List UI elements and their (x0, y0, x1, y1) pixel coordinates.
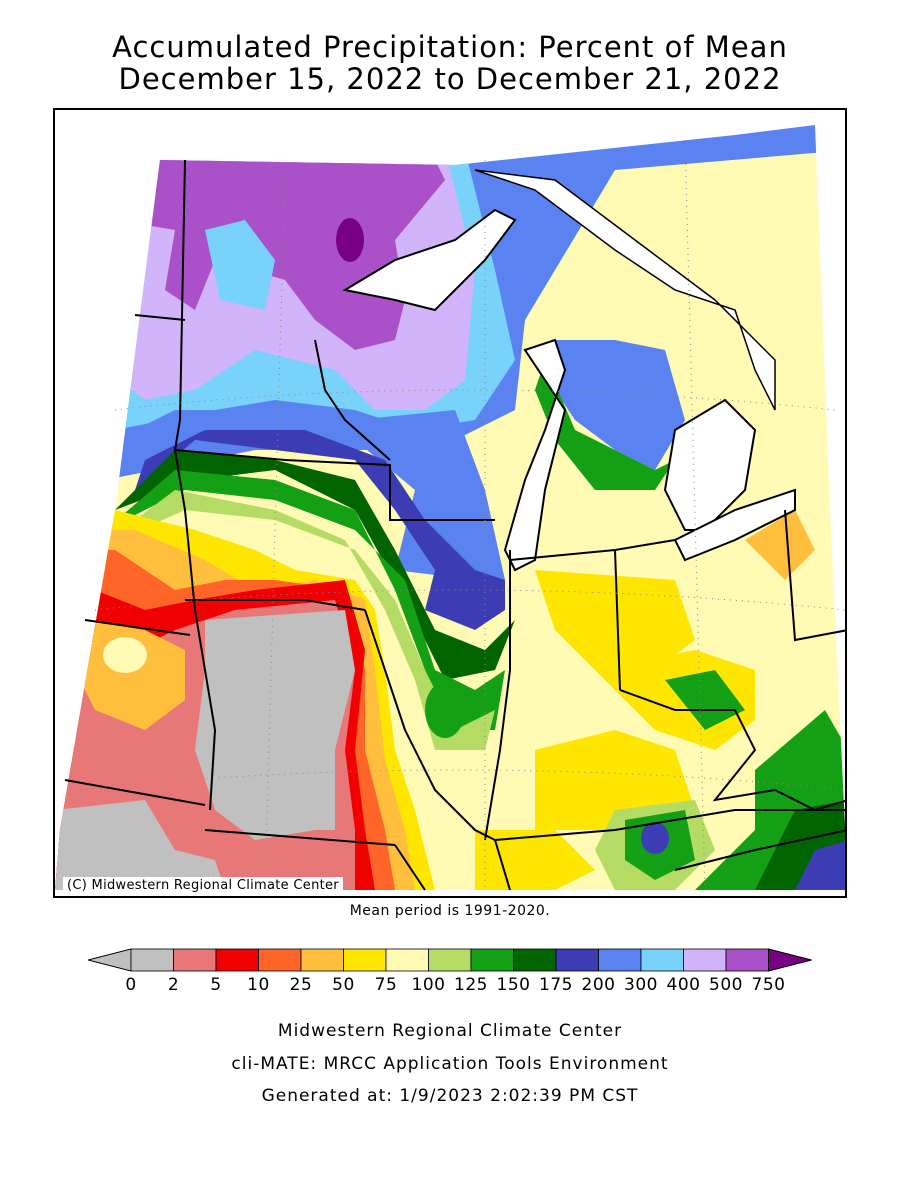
legend-label-150: 150 (496, 975, 531, 995)
border-mn-ia-wi (174, 449, 495, 521)
legend-label-0: 0 (125, 975, 137, 995)
legend-over-arrow (768, 948, 812, 972)
map-title-line-1: Accumulated Precipitation: Percent of Me… (112, 30, 788, 64)
field-400-pocket (205, 220, 275, 310)
border-ia-mo (185, 599, 366, 611)
field-300-michigan (555, 340, 685, 470)
field-50-east (745, 510, 815, 580)
legend-label-125: 125 (454, 975, 488, 995)
border-ne-sd (84, 619, 191, 636)
legend-swatch-10 (215, 948, 259, 972)
footer-tool-name: cli-MATE: MRCC Application Tools Environ… (231, 1054, 669, 1074)
field-100-west (103, 637, 147, 673)
footer-organization: Midwestern Regional Climate Center (277, 1021, 623, 1041)
color-legend (88, 948, 812, 972)
legend-label-175: 175 (539, 975, 573, 995)
legend-swatch-175 (513, 948, 557, 972)
field-50-west (75, 620, 185, 730)
border-tn-nc (674, 829, 845, 871)
legend-label-300: 300 (624, 975, 658, 995)
border-oh-pa (784, 509, 845, 642)
field-150-band (105, 470, 505, 730)
border-ky-tn (494, 809, 845, 841)
legend-label-75: 75 (374, 975, 398, 995)
field-175-band (115, 450, 515, 680)
map-title-line-2: December 15, 2022 to December 21, 2022 (118, 62, 782, 96)
legend-swatch-400 (640, 948, 684, 972)
field-0-2-central (195, 610, 355, 840)
border-ks-ok (204, 829, 396, 846)
legend-label-400: 400 (666, 975, 701, 995)
legend-swatch-75 (343, 948, 387, 972)
legend-label-200: 200 (581, 975, 616, 995)
map-canvas (55, 125, 845, 891)
state-boundaries (64, 159, 845, 891)
field-200-appalachia (795, 840, 845, 890)
border-mo-ar (394, 844, 426, 891)
border-mn-wi (314, 339, 391, 461)
legend-label-5: 5 (210, 975, 222, 995)
border-ne-ks (64, 779, 206, 806)
legend-swatch-100 (385, 948, 429, 972)
field-75-east (535, 570, 695, 670)
legend-swatch-150 (470, 948, 514, 972)
field-150-illinois (425, 682, 465, 738)
mean-period-note: Mean period is 1991-2020. (349, 903, 551, 919)
field-150-ohio (665, 670, 745, 730)
field-200-band (135, 430, 505, 630)
legend-label-100: 100 (411, 975, 446, 995)
legend-labels: 0 2 5 10 25 50 75 100 125 150 175 200 300 400 500 750 (0, 975, 900, 997)
field-300-band (115, 410, 505, 580)
border-nd-mn (174, 159, 186, 451)
legend-swatch-25 (258, 948, 302, 972)
legend-swatch-5 (173, 948, 217, 972)
legend-label-50: 50 (332, 975, 355, 995)
field-150-michigan (535, 360, 695, 490)
lake-huron (663, 398, 757, 531)
border-mo-tn (494, 839, 511, 891)
border-mississippi-river (364, 609, 496, 841)
border-nd-sd (134, 314, 186, 321)
border-il-in (484, 550, 511, 841)
legend-swatch-2 (130, 948, 174, 972)
legend-label-25: 25 (289, 975, 313, 995)
border-sd-ne-ia (174, 449, 217, 811)
map-copyright: (C) Midwestern Regional Climate Center (63, 877, 343, 894)
legend-label-2: 2 (167, 975, 180, 995)
legend-swatch-200 (555, 948, 599, 972)
legend-swatch-750 (725, 948, 769, 972)
legend-swatch-500 (683, 948, 727, 972)
legend-label-10: 10 (247, 975, 270, 995)
footer-generated-time: Generated at: 1/9/2023 2:02:39 PM CST (261, 1086, 639, 1106)
border-ohio-river (619, 689, 845, 812)
precipitation-map: (C) Midwestern Regional Climate Center (53, 108, 847, 898)
legend-swatch-125 (428, 948, 472, 972)
border-in-oh (614, 549, 621, 691)
lake-superior (342, 208, 517, 312)
field-0-2-southwest (55, 800, 225, 890)
legend-under-arrow (88, 948, 132, 972)
legend-label-750: 750 (751, 975, 786, 995)
ontario-region (474, 169, 776, 411)
field-over-750 (336, 218, 364, 262)
lake-erie (673, 488, 796, 562)
field-200-tennessee (641, 822, 669, 854)
legend-swatch-50 (300, 948, 344, 972)
graticule (74, 139, 845, 891)
legend-swatch-300 (598, 948, 642, 972)
legend-label-500: 500 (709, 975, 743, 995)
